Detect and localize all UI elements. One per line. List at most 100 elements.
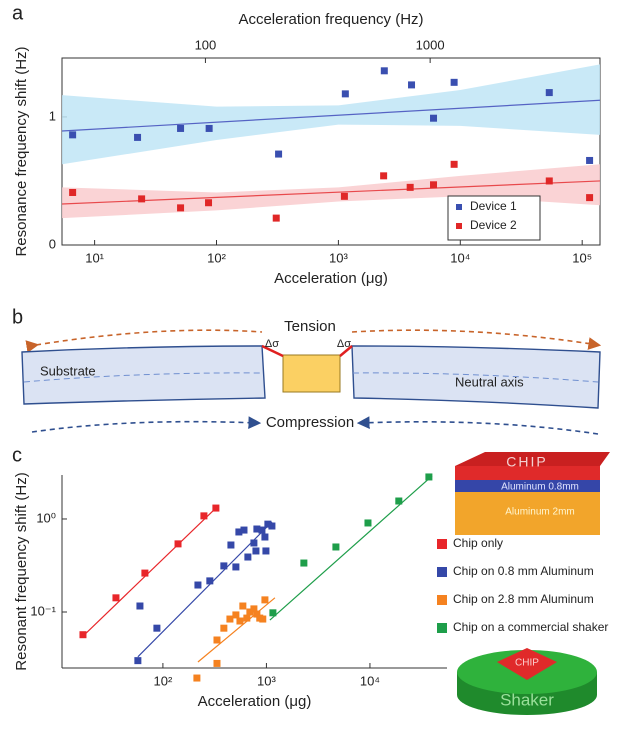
confidence-band — [62, 164, 600, 219]
legend-label: Device 1 — [470, 199, 517, 213]
point — [200, 512, 208, 520]
point — [450, 78, 458, 86]
point — [380, 172, 388, 180]
fit-line — [269, 475, 433, 621]
y-axis-label: Resonant frequency shift (Hz) — [13, 472, 30, 670]
point — [259, 615, 267, 623]
x-tick-label: 10² — [207, 250, 226, 265]
point — [239, 602, 247, 610]
x-tick-label: 10³ — [329, 250, 348, 265]
point — [252, 547, 260, 555]
legend-swatch — [437, 539, 447, 549]
point — [261, 533, 269, 541]
fit-line — [61, 99, 601, 132]
point — [134, 133, 142, 141]
legend-label: Chip on a commercial shaker — [453, 620, 608, 634]
point — [253, 610, 261, 618]
compression-label: Compression — [266, 414, 354, 431]
tension-arrow — [351, 329, 602, 350]
point — [268, 522, 276, 530]
chip-label: CHIP — [515, 658, 539, 669]
point — [220, 562, 228, 570]
point — [232, 611, 240, 619]
fit-line — [82, 507, 217, 637]
point — [138, 195, 146, 203]
point — [269, 609, 277, 617]
legend-swatch — [456, 223, 462, 229]
legend-swatch — [437, 595, 447, 605]
point — [226, 615, 234, 623]
point — [243, 614, 251, 622]
point — [246, 608, 254, 616]
point — [220, 624, 228, 632]
point — [586, 194, 594, 202]
point — [79, 631, 87, 639]
chip-block — [282, 354, 341, 393]
point — [141, 569, 149, 577]
point — [250, 605, 258, 613]
point — [586, 156, 594, 164]
x-tick-label: 10³ — [257, 673, 276, 688]
point — [153, 624, 161, 632]
panel-label: a — [12, 2, 24, 24]
legend-swatch — [456, 204, 462, 210]
chip-stack: CHIP Aluminum 0.8mm Aluminum 2mm — [455, 452, 610, 535]
panel-label: b — [12, 306, 23, 328]
point — [227, 541, 235, 549]
x-axis-label: Acceleration (μg) — [198, 693, 312, 710]
confidence-band — [62, 64, 600, 165]
point — [545, 89, 553, 97]
substrate-right — [351, 345, 601, 409]
x-tick-label: 10⁴ — [450, 250, 470, 265]
compression-arrow — [356, 416, 599, 435]
layer-label: Aluminum 2mm — [505, 507, 574, 518]
point — [258, 526, 266, 534]
point — [408, 81, 416, 89]
beam-diagram: Tension Substrate Neutral axis Δσ Δσ Com… — [21, 318, 602, 435]
fit-line — [137, 521, 273, 658]
point — [205, 124, 213, 132]
point — [69, 188, 77, 196]
legend-label: Chip only — [453, 536, 503, 550]
point — [244, 553, 252, 561]
y-tick-label: 10⁻¹ — [30, 603, 56, 618]
point — [232, 563, 240, 571]
point — [545, 177, 553, 185]
x2-tick-label: 1000 — [416, 37, 445, 52]
panel-label: c — [12, 444, 22, 466]
point — [430, 181, 438, 189]
legend-swatch — [437, 623, 447, 633]
y-tick-label: 0 — [49, 236, 56, 251]
shaker-label: Shaker — [500, 690, 554, 709]
point — [430, 114, 438, 122]
plot: 10² 10³ 10⁴ 10⁻¹ 10⁰ Acceleration (μg) Resonan… — [13, 472, 608, 710]
point — [364, 519, 372, 527]
point — [194, 581, 202, 589]
legend-label: Chip on 0.8 mm Aluminum — [453, 564, 594, 578]
point — [236, 617, 244, 625]
chip-label: CHIP — [506, 454, 547, 470]
legend-box — [447, 195, 541, 241]
tension-arrow — [25, 329, 263, 353]
x-tick-label: 10² — [154, 673, 173, 688]
point — [253, 525, 261, 533]
x-tick-label: 10⁴ — [360, 673, 380, 688]
point — [206, 577, 214, 585]
neutral-axis-label: Neutral axis — [455, 374, 524, 389]
point — [212, 504, 220, 512]
substrate-left — [21, 345, 266, 405]
x2-tick-label: 100 — [195, 37, 217, 52]
fit-line — [197, 597, 276, 663]
substrate-label: Substrate — [40, 363, 96, 378]
y-tick-label: 1 — [49, 108, 56, 123]
stress-line — [261, 344, 284, 358]
point — [240, 526, 248, 534]
y-axis-label: Resonance frequency shift (Hz) — [13, 46, 30, 256]
point — [235, 528, 243, 536]
x2-axis-label: Acceleration frequency (Hz) — [238, 11, 423, 28]
point — [250, 539, 258, 547]
point — [406, 183, 414, 191]
compression-arrow — [31, 416, 262, 433]
point — [380, 67, 388, 75]
